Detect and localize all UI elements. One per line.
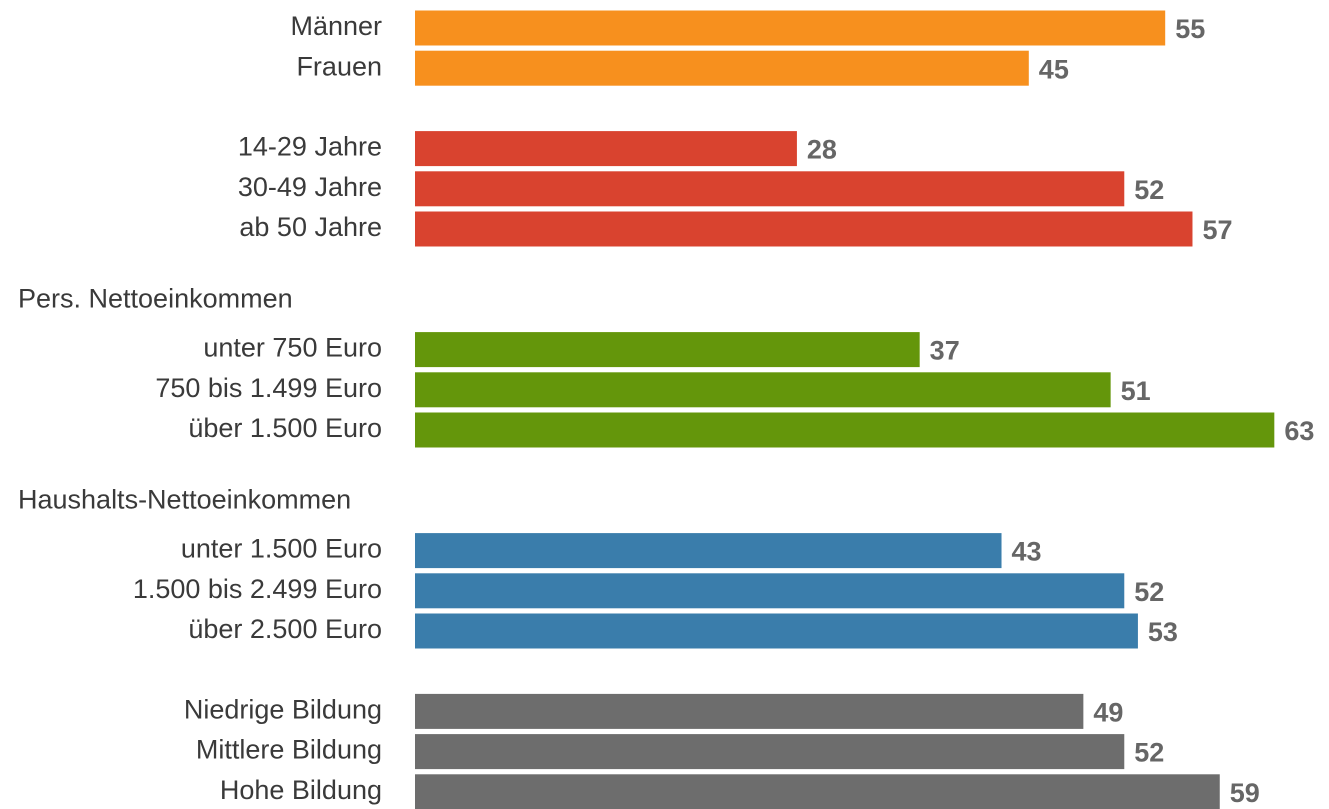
category-label: Männer xyxy=(290,11,382,41)
bar xyxy=(415,211,1193,247)
value-label: 37 xyxy=(930,336,960,366)
category-label: Hohe Bildung xyxy=(220,775,382,805)
group-header: Haushalts-Nettoeinkommen xyxy=(18,485,351,515)
value-label: 49 xyxy=(1093,698,1123,728)
bar xyxy=(415,573,1125,609)
value-label: 52 xyxy=(1134,738,1164,768)
bar xyxy=(415,332,920,368)
category-label: 1.500 bis 2.499 Euro xyxy=(133,574,382,604)
bar xyxy=(415,774,1220,809)
bar xyxy=(415,10,1166,46)
category-label: unter 1.500 Euro xyxy=(181,534,382,564)
bar xyxy=(415,533,1002,569)
value-label: 52 xyxy=(1134,577,1164,607)
value-label: 52 xyxy=(1134,175,1164,205)
category-label: Frauen xyxy=(296,51,382,81)
value-label: 28 xyxy=(807,135,837,165)
value-label: 43 xyxy=(1012,537,1042,567)
value-label: 59 xyxy=(1230,778,1260,808)
category-label: über 1.500 Euro xyxy=(188,413,382,443)
category-label: 30-49 Jahre xyxy=(238,172,382,202)
category-label: Niedrige Bildung xyxy=(184,695,382,725)
value-label: 53 xyxy=(1148,617,1178,647)
category-label: 14-29 Jahre xyxy=(238,132,382,162)
value-label: 51 xyxy=(1121,376,1151,406)
group-header: Pers. Nettoeinkommen xyxy=(18,284,293,314)
value-label: 63 xyxy=(1284,416,1314,446)
bar xyxy=(415,412,1275,448)
value-label: 55 xyxy=(1175,14,1205,44)
bar xyxy=(415,734,1125,770)
bar xyxy=(415,171,1125,207)
category-label: ab 50 Jahre xyxy=(239,212,382,242)
bar xyxy=(415,613,1138,649)
bar xyxy=(415,693,1084,729)
bar xyxy=(415,131,797,167)
category-label: unter 750 Euro xyxy=(203,333,382,363)
bar xyxy=(415,372,1111,408)
value-label: 45 xyxy=(1039,54,1069,84)
category-label: 750 bis 1.499 Euro xyxy=(155,373,382,403)
bar xyxy=(415,50,1029,86)
category-label: Mittlere Bildung xyxy=(196,735,382,765)
category-label: über 2.500 Euro xyxy=(188,614,382,644)
value-label: 57 xyxy=(1202,215,1232,245)
